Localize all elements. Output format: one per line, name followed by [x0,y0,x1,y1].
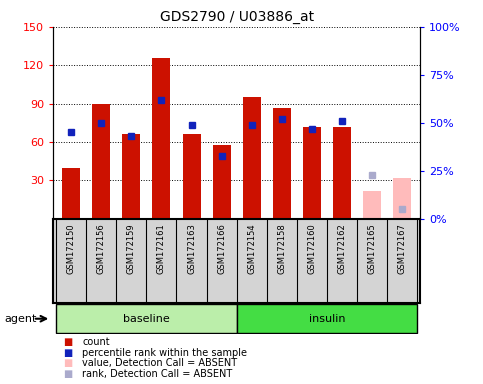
Text: insulin: insulin [309,314,345,324]
Bar [303,127,321,219]
Text: GSM172165: GSM172165 [368,223,377,274]
Text: rank, Detection Call = ABSENT: rank, Detection Call = ABSENT [82,369,232,379]
Text: GSM172158: GSM172158 [277,223,286,274]
Bar [273,108,291,219]
Bar [153,58,170,219]
Bar [333,127,351,219]
FancyBboxPatch shape [237,304,417,333]
Text: GSM172166: GSM172166 [217,223,226,274]
Text: agent: agent [5,314,37,324]
Bar [393,178,411,219]
Bar [183,134,200,219]
Bar [122,134,141,219]
Bar [92,104,110,219]
Bar [242,97,261,219]
Text: percentile rank within the sample: percentile rank within the sample [82,348,247,358]
Text: count: count [82,337,110,347]
Text: GSM172161: GSM172161 [157,223,166,274]
Bar [62,168,80,219]
Text: GSM172167: GSM172167 [398,223,407,274]
Text: ■: ■ [63,358,72,368]
Text: GSM172156: GSM172156 [97,223,106,274]
Bar [363,191,381,219]
Title: GDS2790 / U03886_at: GDS2790 / U03886_at [159,10,314,25]
Text: GSM172163: GSM172163 [187,223,196,274]
Text: value, Detection Call = ABSENT: value, Detection Call = ABSENT [82,358,237,368]
Text: GSM172150: GSM172150 [67,223,76,274]
Text: GSM172162: GSM172162 [338,223,346,274]
Text: ■: ■ [63,369,72,379]
Text: GSM172159: GSM172159 [127,223,136,274]
FancyBboxPatch shape [56,304,237,333]
Bar [213,145,231,219]
Text: baseline: baseline [123,314,170,324]
Text: GSM172160: GSM172160 [307,223,316,274]
Text: ■: ■ [63,348,72,358]
Text: ■: ■ [63,337,72,347]
Text: GSM172154: GSM172154 [247,223,256,274]
